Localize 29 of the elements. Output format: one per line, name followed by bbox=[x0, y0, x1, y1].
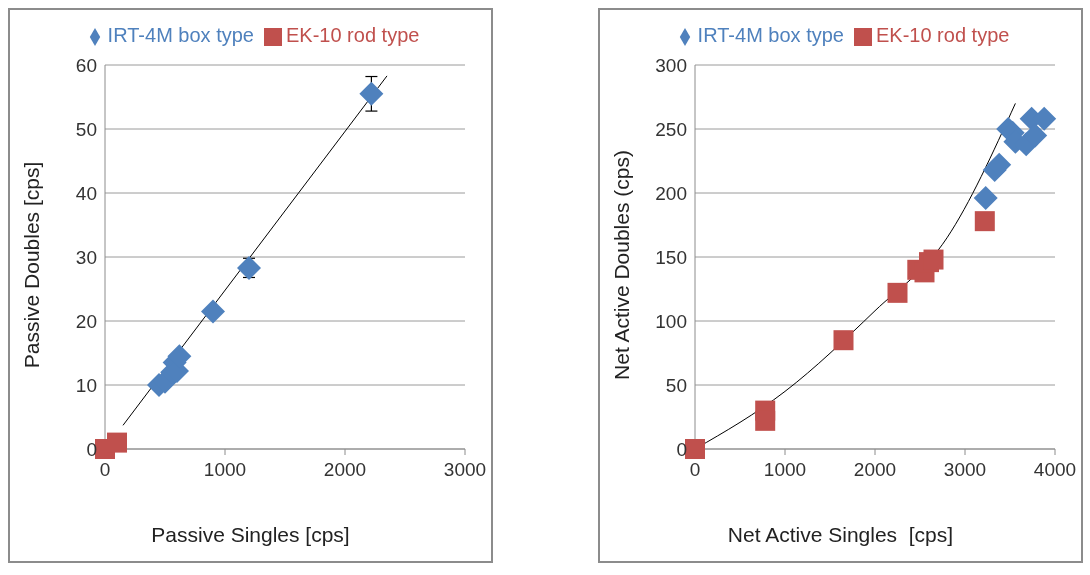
y-tick-label: 50 bbox=[665, 374, 687, 396]
x-tick-label: 3000 bbox=[943, 459, 987, 481]
legend-label: IRT-4M box type bbox=[697, 24, 844, 46]
y-tick-label: 50 bbox=[75, 118, 97, 140]
x-tick-label: 1000 bbox=[763, 459, 807, 481]
legend-label: EK-10 rod type bbox=[875, 24, 1010, 46]
x-axis-title: Net Active Singles [cps] bbox=[726, 523, 955, 547]
x-tick-label: 2000 bbox=[853, 459, 897, 481]
y-tick-label: 30 bbox=[75, 246, 97, 268]
x-tick-label: 0 bbox=[99, 459, 111, 481]
y-tick-label: 150 bbox=[655, 246, 687, 268]
y-tick-label: 20 bbox=[75, 310, 97, 332]
x-axis-title: Passive Singles [cps] bbox=[150, 523, 351, 547]
x-tick-label: 1000 bbox=[203, 459, 247, 481]
y-tick-label: 300 bbox=[655, 54, 687, 76]
y-tick-label: 200 bbox=[655, 182, 687, 204]
y-tick-label: 100 bbox=[655, 310, 687, 332]
x-tick-label: 0 bbox=[689, 459, 701, 481]
x-tick-label: 2000 bbox=[323, 459, 367, 481]
legend-label: IRT-4M box type bbox=[107, 24, 254, 46]
y-tick-label: 40 bbox=[75, 182, 97, 204]
y-axis-title: Passive Doubles [cps] bbox=[20, 161, 44, 369]
x-tick-label: 4000 bbox=[1033, 459, 1077, 481]
y-tick-label: 250 bbox=[655, 118, 687, 140]
y-tick-label: 10 bbox=[75, 374, 97, 396]
y-axis-title: Net Active Doubles (cps) bbox=[610, 150, 634, 380]
y-tick-label: 60 bbox=[75, 54, 97, 76]
legend-label: EK-10 rod type bbox=[285, 24, 420, 46]
x-tick-label: 3000 bbox=[443, 459, 487, 481]
